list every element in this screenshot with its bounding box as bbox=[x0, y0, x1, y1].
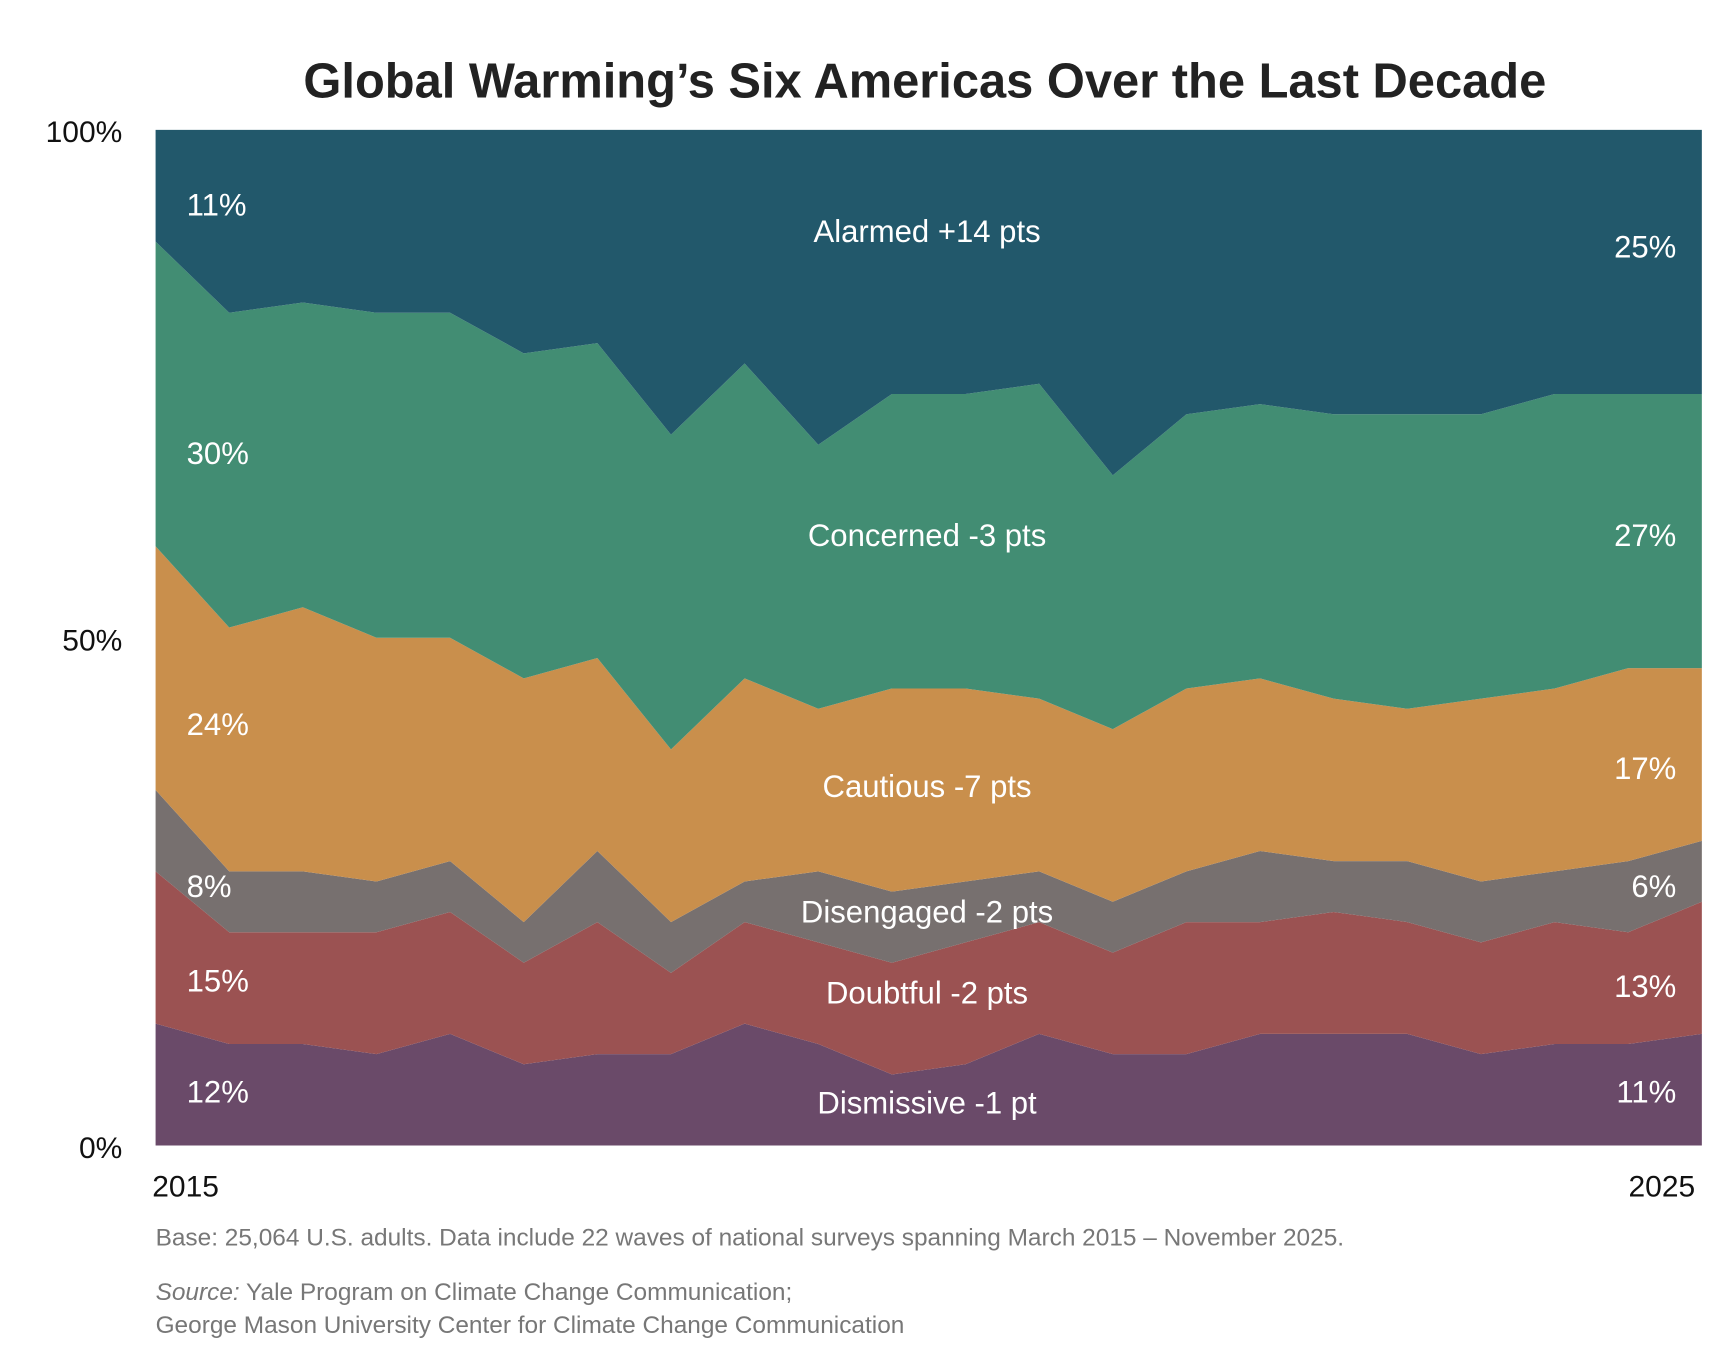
source-line1: Yale Program on Climate Change Communica… bbox=[240, 1279, 793, 1306]
series-label-dismissive: Dismissive -1 pt bbox=[817, 1085, 1037, 1120]
start-label-concerned: 30% bbox=[187, 436, 249, 471]
start-label-doubtful: 15% bbox=[187, 963, 249, 998]
area-doubtful bbox=[155, 871, 1702, 1075]
end-label-alarmed: 25% bbox=[1614, 230, 1676, 265]
area-disengaged bbox=[155, 790, 1702, 973]
series-label-concerned: Concerned -3 pts bbox=[808, 518, 1046, 553]
source-prefix: Source: bbox=[156, 1279, 240, 1306]
end-label-cautious: 17% bbox=[1614, 751, 1676, 786]
series-label-disengaged: Disengaged -2 pts bbox=[801, 894, 1053, 929]
area-cautious bbox=[155, 546, 1702, 923]
area-alarmed bbox=[155, 129, 1702, 476]
start-label-cautious: 24% bbox=[187, 707, 249, 742]
series-label-doubtful: Doubtful -2 pts bbox=[826, 975, 1028, 1010]
chart-title: Global Warming’s Six Americas Over the L… bbox=[303, 55, 1546, 109]
y-tick-50: 50% bbox=[62, 624, 122, 657]
end-label-disengaged: 6% bbox=[1631, 869, 1676, 904]
y-tick-0: 0% bbox=[79, 1132, 122, 1165]
end-label-concerned: 27% bbox=[1614, 518, 1676, 553]
start-label-alarmed: 11% bbox=[187, 187, 247, 222]
x-tick-2015: 2015 bbox=[152, 1171, 219, 1204]
footer-base: Base: 25,064 U.S. adults. Data include 2… bbox=[156, 1224, 1344, 1251]
x-tick-2025: 2025 bbox=[1629, 1171, 1696, 1204]
end-label-doubtful: 13% bbox=[1614, 969, 1676, 1004]
y-tick-100: 100% bbox=[46, 116, 123, 149]
series-label-alarmed: Alarmed +14 pts bbox=[813, 214, 1040, 249]
area-concerned bbox=[155, 241, 1702, 750]
series-label-cautious: Cautious -7 pts bbox=[823, 769, 1032, 804]
end-label-dismissive: 11% bbox=[1616, 1074, 1676, 1109]
start-label-dismissive: 12% bbox=[187, 1074, 249, 1109]
footer-source-line2: George Mason University Center for Clima… bbox=[156, 1312, 905, 1339]
footer-source: Source: Yale Program on Climate Change C… bbox=[156, 1279, 793, 1306]
area-labels: 12% 11% Dismissive -1 pt 15% 13% Doubtful -2 … bbox=[187, 187, 1677, 1120]
stacked-areas bbox=[155, 129, 1702, 1146]
area-dismissive bbox=[155, 1023, 1702, 1146]
start-label-disengaged: 8% bbox=[187, 869, 232, 904]
